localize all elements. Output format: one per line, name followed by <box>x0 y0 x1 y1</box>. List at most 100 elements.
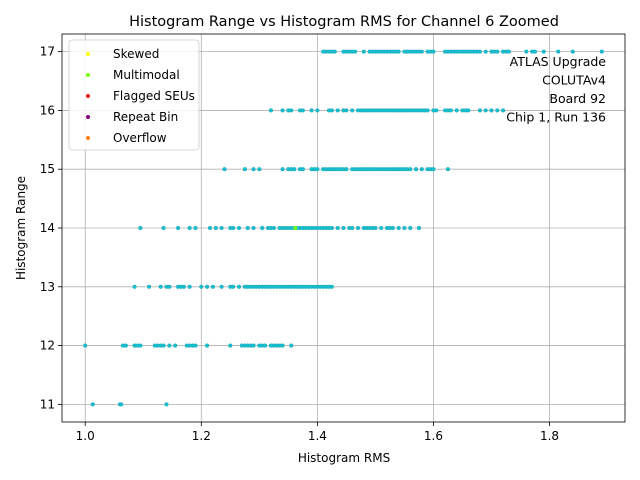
x-tick-label: 1.6 <box>424 429 443 443</box>
x-tick-label: 1.0 <box>76 429 95 443</box>
data-point <box>210 284 215 289</box>
data-point <box>483 108 488 113</box>
data-point <box>242 167 247 172</box>
data-point <box>454 108 459 113</box>
data-point <box>408 225 413 231</box>
legend-marker <box>86 73 90 77</box>
data-point <box>222 167 227 172</box>
data-point <box>335 108 340 113</box>
data-point <box>167 284 172 289</box>
data-point <box>231 284 236 289</box>
data-point <box>379 225 384 231</box>
y-axis-label: Histogram Range <box>14 176 28 280</box>
data-point <box>396 49 401 54</box>
data-point <box>341 225 346 231</box>
data-point <box>213 225 218 231</box>
data-point <box>164 402 169 407</box>
data-point <box>309 108 314 113</box>
data-point <box>489 108 494 113</box>
data-point <box>419 49 424 54</box>
data-point <box>147 284 152 289</box>
legend-box <box>68 39 200 151</box>
data-point <box>570 49 575 54</box>
data-point <box>495 49 500 54</box>
data-point <box>300 167 305 172</box>
data-point <box>329 108 334 113</box>
data-point <box>419 167 424 172</box>
data-point <box>495 108 500 113</box>
data-point <box>315 167 320 172</box>
data-point <box>344 108 349 113</box>
annotation-line: COLUTAv4 <box>542 73 606 88</box>
data-point <box>466 108 471 113</box>
chart-title: Histogram Range vs Histogram RMS for Cha… <box>129 14 559 30</box>
data-point <box>173 343 178 348</box>
data-point <box>532 49 538 54</box>
y-tick-label: 16 <box>40 103 55 117</box>
x-axis: 1.0 1.2 1.4 1.6 1.8 <box>76 422 559 443</box>
data-point <box>263 343 268 348</box>
data-point <box>161 343 166 348</box>
data-point <box>90 402 95 407</box>
data-point <box>445 167 451 172</box>
data-point <box>271 225 276 231</box>
data-point <box>236 284 242 289</box>
data-point <box>477 49 482 54</box>
data-points <box>83 49 604 407</box>
data-point <box>501 108 506 113</box>
data-point <box>228 343 233 348</box>
y-tick-label: 12 <box>40 339 55 353</box>
data-point <box>280 108 285 113</box>
data-point <box>483 49 488 54</box>
run-annotation: ATLAS Upgrade COLUTAv4 Board 92 Chip 1, Run… <box>506 54 606 125</box>
data-point <box>541 49 546 54</box>
data-point <box>138 343 143 348</box>
data-point <box>416 225 422 231</box>
data-point <box>599 49 604 54</box>
legend-marker <box>86 94 90 98</box>
data-point <box>119 402 124 407</box>
data-point <box>176 225 181 231</box>
y-tick-label: 17 <box>40 45 55 59</box>
data-point <box>506 49 511 54</box>
data-point <box>353 49 358 54</box>
data-point <box>205 284 210 289</box>
legend-marker <box>86 136 90 140</box>
data-point <box>431 49 436 54</box>
data-point <box>251 225 256 231</box>
data-point <box>236 225 242 231</box>
data-point <box>187 284 192 289</box>
annotation-line: ATLAS Upgrade <box>510 54 607 69</box>
data-point <box>167 343 172 348</box>
data-point <box>396 225 401 231</box>
data-point <box>199 284 204 289</box>
data-point <box>231 225 236 231</box>
data-point <box>280 343 285 348</box>
data-point <box>158 284 163 289</box>
legend-label: Multimodal <box>113 68 180 82</box>
y-tick-label: 15 <box>40 162 55 176</box>
y-tick-label: 14 <box>40 221 55 235</box>
data-point <box>251 167 256 172</box>
data-point <box>193 343 198 348</box>
data-point <box>434 108 439 113</box>
data-point <box>260 225 265 231</box>
data-point <box>329 284 334 289</box>
data-point <box>361 49 366 54</box>
data-point <box>402 225 407 231</box>
y-tick-label: 13 <box>40 280 55 294</box>
data-point <box>289 108 294 113</box>
data-point <box>289 343 294 348</box>
annotation-line: Board 92 <box>549 91 606 106</box>
data-point <box>257 167 262 172</box>
data-point <box>219 284 224 289</box>
x-tick-label: 1.8 <box>540 429 559 443</box>
data-point <box>329 225 334 231</box>
data-point <box>181 284 186 289</box>
data-point <box>280 167 285 172</box>
data-point <box>268 108 273 113</box>
data-point <box>251 343 256 348</box>
data-point <box>373 225 378 231</box>
data-point <box>187 225 192 231</box>
